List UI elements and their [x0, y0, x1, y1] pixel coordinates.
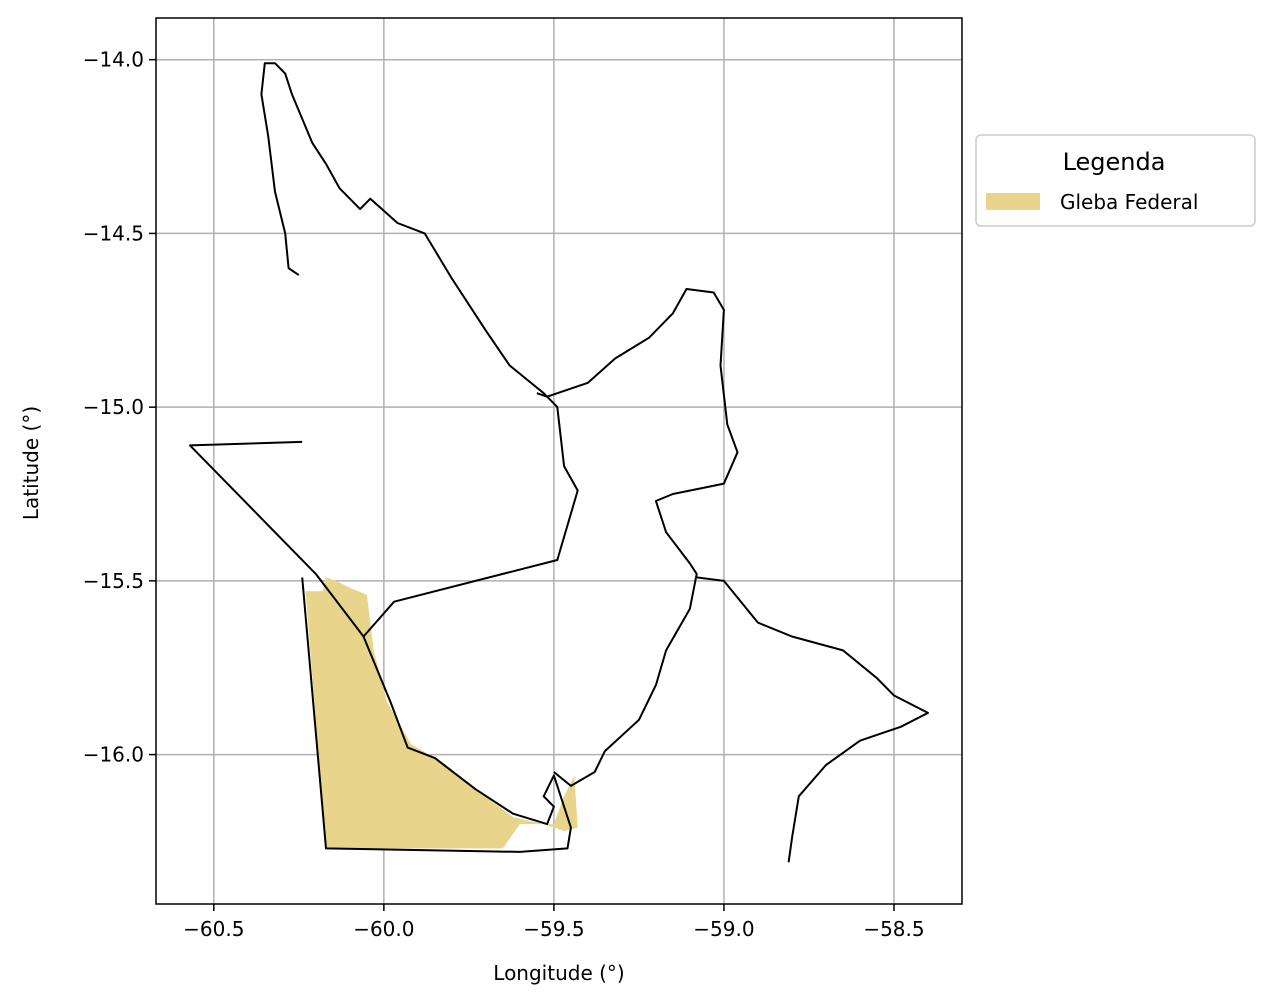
- y-tick-label: −15.5: [83, 569, 144, 593]
- x-tick-label: −59.0: [693, 917, 754, 941]
- grid: [156, 18, 962, 904]
- y-tick-label: −16.0: [83, 743, 144, 767]
- x-axis-label: Longitude (°): [493, 961, 624, 985]
- x-tick-label: −58.5: [863, 917, 924, 941]
- y-tick-label: −14.0: [83, 48, 144, 72]
- plot-frame: [155, 17, 963, 905]
- x-tick-label: −60.0: [353, 917, 414, 941]
- map-polygons: [189, 62, 929, 863]
- x-tick-label: −60.5: [183, 917, 244, 941]
- y-tick-label: −14.5: [83, 221, 144, 245]
- legend: Legenda Gleba Federal: [975, 134, 1256, 227]
- boundary-east-lower: [696, 576, 929, 863]
- gleba-federal: [305, 577, 578, 849]
- boundary-east-upper: [536, 288, 739, 787]
- x-tick-label: −59.5: [523, 917, 584, 941]
- y-axis-label: Latitude (°): [19, 406, 43, 520]
- legend-title: Legenda: [1063, 148, 1166, 176]
- legend-label-gleba-federal: Gleba Federal: [1060, 190, 1198, 214]
- legend-swatch-gleba-federal: [986, 193, 1040, 210]
- y-tick-label: −15.0: [83, 395, 144, 419]
- legend-box: [975, 134, 1256, 227]
- axis-ticks: −60.5 −60.0 −59.5 −59.0 −58.5 −14.0 −14.5 −15.0…: [83, 48, 925, 941]
- boundary-south: [301, 577, 572, 853]
- boundary-north: [189, 62, 579, 638]
